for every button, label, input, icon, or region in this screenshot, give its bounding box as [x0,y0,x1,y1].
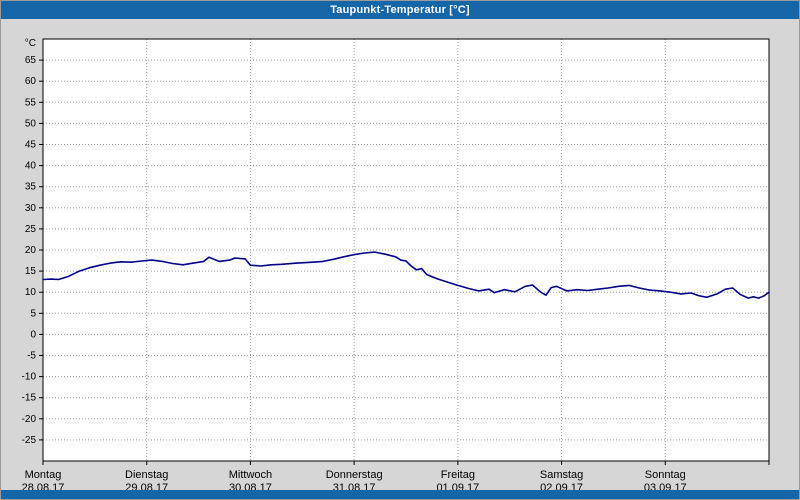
y-tick-label: 0 [30,329,36,340]
y-tick-label: -15 [22,393,37,404]
x-tick-weekday: Freitag [441,469,475,481]
bottom-bar [1,490,799,499]
x-tick-date: 28.08.17 [22,482,65,492]
y-tick-label: 50 [25,118,37,129]
x-tick-weekday: Dienstag [125,469,168,481]
window-title: Taupunkt-Temperatur [°C] [330,4,470,16]
x-tick-weekday: Donnerstag [326,469,383,481]
y-tick-label: 10 [25,287,37,298]
y-tick-label: -20 [22,414,37,425]
x-tick-date: 31.08.17 [333,482,376,492]
x-tick-date: 02.09.17 [540,482,583,492]
y-tick-label: 45 [25,140,37,151]
y-tick-label: 30 [25,203,37,214]
y-tick-label: 35 [25,182,37,193]
y-tick-label: 40 [25,161,37,172]
y-tick-label: -10 [22,372,37,383]
x-tick-date: 30.08.17 [229,482,272,492]
x-tick-date: 03.09.17 [644,482,687,492]
y-tick-label: 65 [25,55,37,66]
x-tick-weekday: Montag [25,469,62,481]
y-tick-label: 25 [25,224,37,235]
x-tick-weekday: Mittwoch [229,469,272,481]
y-tick-label: 15 [25,266,37,277]
plot-border [42,38,770,462]
chart: 65605550454035302520151050-5-10-15-20-25… [22,38,770,492]
y-tick-label: 20 [25,245,37,256]
y-tick-label: -25 [22,435,37,446]
y-tick-label: 60 [25,76,37,87]
series-line [42,251,770,299]
x-tick-date: 29.08.17 [125,482,168,492]
window-titlebar[interactable]: Taupunkt-Temperatur [°C] [1,1,799,19]
y-axis-unit-label: °C [25,38,36,49]
x-tick-weekday: Samstag [540,469,583,481]
y-tick-label: -5 [27,351,36,362]
x-tick-weekday: Sonntag [645,469,686,481]
y-tick-label: 5 [30,308,36,319]
x-tick-date: 01.09.17 [436,482,479,492]
y-tick-label: 55 [25,97,37,108]
